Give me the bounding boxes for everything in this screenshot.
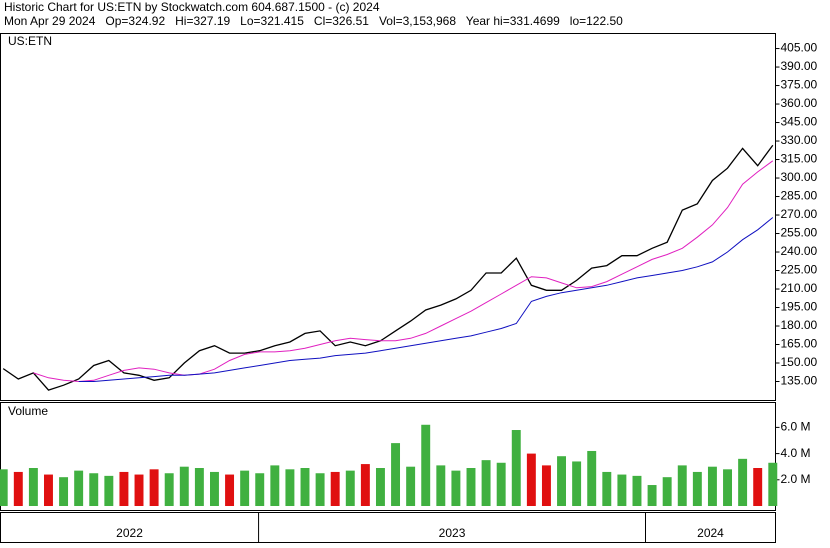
- volume-bar: [285, 469, 295, 506]
- x-tick-label: 2024: [697, 526, 724, 540]
- y-tick-label: 150.00: [781, 355, 818, 369]
- price-line: [33, 160, 774, 383]
- x-tick-label: 2022: [116, 526, 143, 540]
- volume-bar: [345, 470, 355, 506]
- volume-bar: [572, 461, 582, 506]
- volume-bar: [723, 469, 732, 506]
- x-tick-label: 2023: [439, 526, 466, 540]
- volume-bar: [179, 466, 189, 506]
- y-tick-label: 360.00: [781, 96, 818, 110]
- volume-bar: [134, 474, 144, 506]
- volume-bar: [164, 473, 174, 506]
- volume-bar: [541, 465, 551, 506]
- symbol-label: US:ETN: [8, 34, 52, 48]
- volume-bar: [74, 470, 84, 506]
- y-tick-label: 180.00: [781, 318, 818, 332]
- volume-bar: [28, 468, 38, 506]
- volume-bar: [255, 473, 265, 506]
- volume-bar: [466, 468, 476, 506]
- y-tick-label: 405.00: [781, 41, 818, 55]
- y-tick-label: 270.00: [781, 207, 818, 221]
- y-tick-label: 210.00: [781, 281, 818, 295]
- volume-bar: [617, 474, 627, 506]
- volume-bar: [209, 471, 219, 506]
- volume-bar: [557, 456, 567, 506]
- volume-bar: [768, 462, 778, 506]
- y-tick-label: 4.0 M: [781, 446, 811, 460]
- volume-bar: [300, 468, 310, 506]
- y-tick-label: 240.00: [781, 244, 818, 258]
- price-panel: [0, 33, 776, 401]
- volume-bar: [240, 470, 250, 506]
- volume-bar: [496, 462, 506, 506]
- y-tick-label: 6.0 M: [781, 420, 811, 434]
- volume-bar: [360, 464, 370, 506]
- volume-bar: [330, 471, 340, 506]
- volume-bar: [315, 473, 325, 506]
- volume-bar: [436, 465, 446, 506]
- y-tick-label: 135.00: [781, 374, 818, 388]
- price-line: [78, 217, 774, 382]
- y-tick-label: 330.00: [781, 133, 818, 147]
- volume-bar: [738, 458, 748, 506]
- volume-bar: [149, 469, 159, 506]
- volume-bar: [511, 430, 521, 506]
- volume-bar: [406, 466, 416, 506]
- volume-bar: [89, 473, 99, 506]
- header-line: Historic Chart for US:ETN by Stockwatch.…: [4, 0, 380, 14]
- volume-bar: [421, 424, 431, 506]
- price-line: [2, 144, 774, 391]
- volume-bar: [119, 471, 129, 506]
- y-tick-label: 165.00: [781, 337, 818, 351]
- volume-bar: [391, 443, 401, 506]
- volume-bar: [632, 475, 642, 506]
- volume-bar: [707, 466, 717, 506]
- y-tick-label: 2.0 M: [781, 472, 811, 486]
- volume-bar: [375, 468, 385, 506]
- volume-bar: [677, 465, 687, 506]
- y-tick-label: 345.00: [781, 115, 818, 129]
- y-tick-label: 285.00: [781, 189, 818, 203]
- volume-bar: [662, 477, 672, 506]
- y-tick-label: 225.00: [781, 263, 818, 277]
- volume-bar: [587, 450, 597, 506]
- header-line: Mon Apr 29 2024 Op=324.92 Hi=327.19 Lo=3…: [4, 14, 623, 28]
- volume-bar: [225, 474, 235, 506]
- volume-bar: [451, 470, 461, 506]
- volume-bar: [44, 474, 53, 506]
- volume-bar: [647, 485, 657, 506]
- y-tick-label: 390.00: [781, 59, 818, 73]
- volume-bar: [692, 471, 702, 506]
- volume-bar: [753, 468, 763, 506]
- volume-panel: [0, 402, 776, 511]
- y-tick-label: 195.00: [781, 300, 818, 314]
- volume-bar: [526, 453, 536, 506]
- volume-bar: [270, 465, 280, 506]
- volume-bar: [194, 468, 204, 506]
- volume-bar: [481, 460, 491, 506]
- volume-label: Volume: [8, 404, 48, 418]
- y-tick-label: 255.00: [781, 226, 818, 240]
- volume-bar: [13, 471, 23, 506]
- y-tick-label: 300.00: [781, 170, 818, 184]
- volume-bar: [59, 477, 69, 506]
- y-tick-label: 375.00: [781, 78, 818, 92]
- volume-bar: [602, 471, 612, 506]
- volume-bar: [104, 475, 114, 506]
- y-tick-label: 315.00: [781, 152, 818, 166]
- volume-bar: [0, 469, 8, 506]
